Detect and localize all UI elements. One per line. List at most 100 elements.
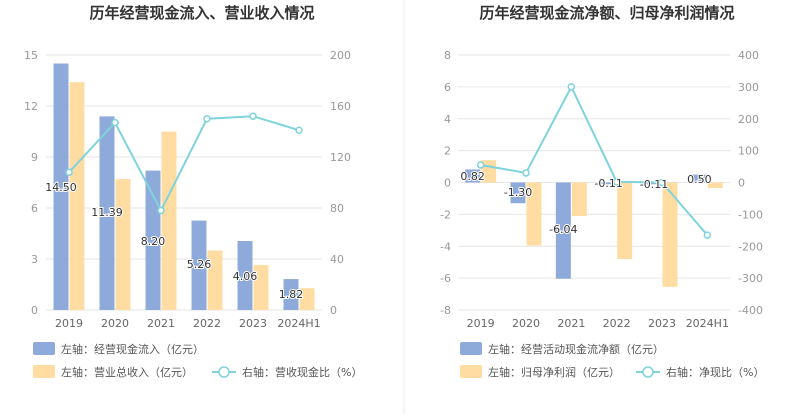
bar-data-label: 8.20 xyxy=(141,235,166,248)
bar-data-label: 0.50 xyxy=(687,173,712,186)
bar-data-label: 4.06 xyxy=(233,270,258,283)
y-right-tick-label: 100 xyxy=(738,145,759,158)
bar-data-label: -0.11 xyxy=(594,177,622,190)
legend-swatch-marker xyxy=(642,366,654,378)
x-category-label: 2020 xyxy=(101,317,129,330)
x-category-label: 2024H1 xyxy=(277,317,320,330)
bar-data-label: 0.82 xyxy=(460,170,485,183)
y-left-tick-label: 3 xyxy=(31,253,38,266)
chart-title: 历年经营现金流入、营业收入情况 xyxy=(89,4,314,22)
bar-primary xyxy=(191,220,207,310)
legend-label: 右轴：净现比（%） xyxy=(666,365,764,379)
bar-primary xyxy=(53,63,69,310)
bar-primary xyxy=(510,182,526,204)
bar-secondary xyxy=(207,250,223,310)
bar-data-label: -6.04 xyxy=(549,223,577,236)
y-right-tick-label: 300 xyxy=(738,81,759,94)
bar-data-label: 1.82 xyxy=(279,288,304,301)
line-point xyxy=(703,231,712,239)
legend-swatch-marker xyxy=(218,366,230,378)
x-category-label: 2023 xyxy=(239,317,267,330)
line-point xyxy=(65,168,73,177)
line-series xyxy=(68,115,300,213)
legend-label: 左轴：经营现金流入（亿元） xyxy=(61,342,204,356)
x-category-label: 2022 xyxy=(193,317,221,330)
x-category-label: 2024H1 xyxy=(686,317,729,330)
bar-primary xyxy=(601,182,617,185)
line-point xyxy=(203,115,211,123)
legend-label: 左轴：营业总收入（亿元） xyxy=(61,365,193,379)
bar-data-label: -0.11 xyxy=(640,178,668,191)
line-point xyxy=(612,178,621,186)
y-left-tick-label: -8 xyxy=(440,304,451,317)
x-category-label: 2019 xyxy=(55,317,83,330)
legend-swatch xyxy=(33,365,55,378)
x-category-label: 2021 xyxy=(557,317,585,330)
bar-secondary xyxy=(707,182,723,189)
x-category-label: 2020 xyxy=(512,317,540,330)
y-right-tick-label: 200 xyxy=(738,113,759,126)
y-left-tick-label: -4 xyxy=(440,240,451,253)
line-series xyxy=(480,84,709,236)
bar-secondary xyxy=(161,131,177,310)
bar-secondary xyxy=(617,182,633,259)
y-right-tick-label: -100 xyxy=(738,208,763,221)
y-right-tick-label: -300 xyxy=(738,272,763,285)
bar-data-label: 5.26 xyxy=(187,258,212,271)
y-right-tick-label: -200 xyxy=(738,240,763,253)
line-point xyxy=(522,169,530,177)
legend-swatch xyxy=(460,342,482,355)
bar-primary xyxy=(283,279,299,310)
line-point xyxy=(249,112,257,120)
legend-label: 左轴：归母净利润（亿元） xyxy=(488,365,620,379)
y-left-tick-label: 9 xyxy=(31,151,38,164)
bar-secondary xyxy=(571,182,587,216)
bar-secondary xyxy=(526,182,542,246)
line-point xyxy=(111,118,119,127)
bar-primary xyxy=(555,182,571,279)
bar-secondary xyxy=(299,288,315,310)
bar-data-label: 11.39 xyxy=(91,206,123,219)
y-right-tick-label: 0 xyxy=(330,304,337,317)
y-left-tick-label: 4 xyxy=(444,113,451,126)
line-point xyxy=(295,126,303,134)
legend-swatch xyxy=(460,365,482,378)
y-left-tick-label: 12 xyxy=(24,100,38,113)
y-right-tick-label: 160 xyxy=(330,100,351,113)
y-left-tick-label: 2 xyxy=(444,145,451,158)
line-point xyxy=(157,206,165,215)
legend-swatch xyxy=(33,342,55,355)
bar-data-label: 14.50 xyxy=(45,181,77,194)
y-left-tick-label: -6 xyxy=(440,272,451,285)
y-right-tick-label: -400 xyxy=(738,304,763,317)
legend-label: 左轴：经营活动现金流净额（亿元） xyxy=(488,342,664,356)
line-point xyxy=(567,83,576,91)
bar-data-label: -1.30 xyxy=(504,186,532,199)
x-category-label: 2021 xyxy=(147,317,175,330)
bar-secondary xyxy=(662,182,678,287)
chart-title: 历年经营现金流净额、归母净利润情况 xyxy=(479,4,734,22)
bar-primary xyxy=(691,174,707,183)
bar-primary xyxy=(99,116,115,311)
y-right-tick-label: 200 xyxy=(330,49,351,62)
legend-label: 右轴：营收现金比（%） xyxy=(242,365,362,379)
y-left-tick-label: 8 xyxy=(444,49,451,62)
bar-secondary xyxy=(253,264,269,310)
y-left-tick-label: 15 xyxy=(24,49,38,62)
y-right-tick-label: 120 xyxy=(330,151,351,164)
y-left-tick-label: -2 xyxy=(440,208,451,221)
bar-secondary xyxy=(69,82,85,310)
line-point xyxy=(658,178,666,187)
bar-primary xyxy=(465,169,481,183)
y-right-tick-label: 80 xyxy=(330,202,344,215)
y-left-tick-label: 0 xyxy=(444,177,451,190)
y-right-tick-label: 0 xyxy=(738,177,745,190)
bar-primary xyxy=(237,240,253,310)
line-point xyxy=(476,161,485,169)
x-category-label: 2019 xyxy=(467,317,495,330)
bar-secondary xyxy=(115,179,131,310)
y-left-tick-label: 6 xyxy=(444,81,451,94)
bar-primary xyxy=(145,170,161,310)
